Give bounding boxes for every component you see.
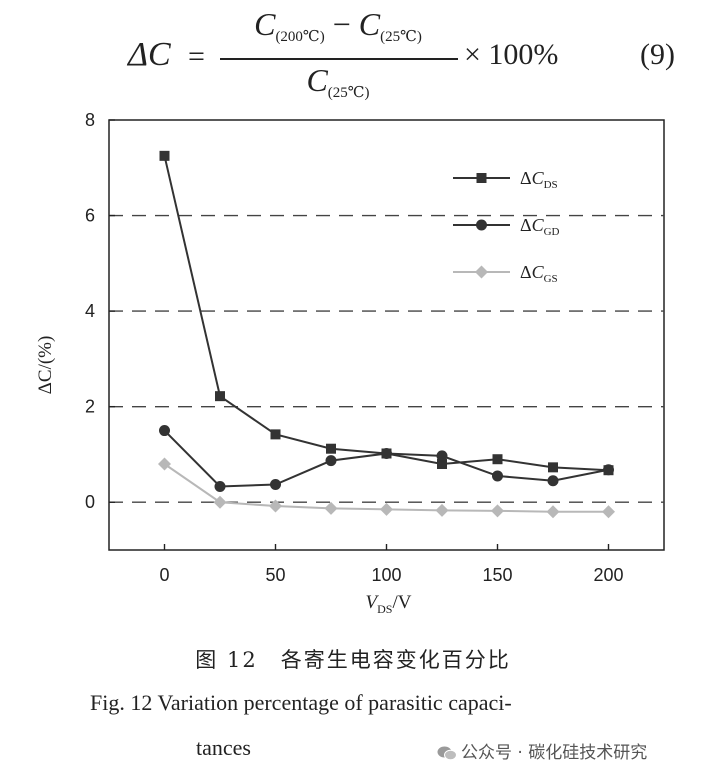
- formula-num-c2: C: [358, 6, 381, 42]
- point-gs-100: [380, 502, 393, 516]
- point-ds-0: [159, 150, 170, 161]
- line-chart: 0 2 4 6 8 0 50 100 150 200 VDS/V ΔC/(%) ΔCDS ΔCGD ΔCGS: [35, 110, 665, 616]
- point-gd-75: [325, 455, 337, 467]
- watermark-text: 公众号 · 碳化硅技术研究: [461, 743, 648, 763]
- point-gd-25: [214, 480, 226, 492]
- formula-denominator: C(25℃): [220, 62, 456, 102]
- y-tick-label-8: 8: [85, 110, 95, 130]
- caption-english-line2: tances: [196, 735, 251, 760]
- legend-label-gd: ΔCGD: [520, 215, 560, 238]
- legend-label-gs: ΔCGS: [520, 262, 558, 285]
- formula-num-c1: C: [254, 6, 276, 42]
- wechat-icon: [437, 746, 457, 761]
- equation-number: (9): [640, 38, 675, 71]
- point-ds-125: [437, 459, 447, 469]
- point-gs-75: [324, 501, 338, 515]
- x-tick-label-50: 50: [265, 565, 285, 585]
- formula-num-sub1: (200℃): [275, 29, 325, 45]
- legend-marker-ds: [476, 173, 487, 183]
- legend-marker-gd: [476, 219, 487, 231]
- point-gs-125: [435, 503, 449, 517]
- x-tick-label-0: 0: [159, 565, 169, 585]
- point-ds-75: [326, 443, 336, 454]
- point-ds-150: [492, 454, 503, 465]
- formula-equals: =: [188, 40, 205, 73]
- point-ds-50: [270, 429, 281, 440]
- y-tick-label-0: 0: [85, 492, 95, 512]
- y-tick-label-2: 2: [85, 397, 95, 417]
- point-gd-175: [547, 475, 559, 487]
- point-gd-125: [436, 450, 448, 462]
- y-tick-label-6: 6: [85, 206, 95, 226]
- formula-minus: −: [332, 6, 351, 42]
- caption-english-line1: Fig. 12 Variation percentage of parasiti…: [90, 690, 512, 715]
- legend-label-ds: ΔCDS: [520, 168, 558, 191]
- plot-frame: [108, 119, 665, 551]
- formula-numerator: C(200℃) − C(25℃): [220, 6, 456, 46]
- point-gd-200: [603, 464, 614, 476]
- formula-times-100: × 100%: [464, 38, 559, 71]
- point-gd-50: [270, 479, 281, 491]
- formula-fraction-bar: [220, 58, 458, 60]
- formula-den-sub: (25℃): [327, 85, 370, 101]
- x-axis-title: VDS/V: [366, 592, 412, 616]
- watermark: 公众号 · 碳化硅技术研究: [437, 738, 647, 763]
- x-tick-label-150: 150: [482, 565, 512, 585]
- point-gd-100: [381, 447, 392, 459]
- point-gs-175: [546, 505, 560, 519]
- point-gs-25: [213, 495, 227, 509]
- formula: ΔC = C(200℃) − C(25℃) C(25℃) × 100% (9): [0, 0, 706, 110]
- legend-marker-gs: [475, 265, 488, 279]
- formula-delta-c: ΔC: [128, 36, 171, 73]
- x-tick-label-200: 200: [593, 565, 623, 585]
- point-gs-0: [158, 457, 171, 471]
- caption-chinese: 图 12 各寄生电容变化百分比: [195, 648, 511, 672]
- x-tick-label-100: 100: [371, 565, 401, 585]
- y-tick-label-4: 4: [85, 301, 95, 321]
- point-ds-25: [215, 391, 225, 402]
- series-line-ds: [163, 155, 609, 472]
- point-gs-50: [269, 499, 282, 513]
- point-gd-150: [492, 470, 503, 482]
- point-ds-175: [548, 462, 558, 473]
- point-gd-0: [159, 425, 170, 437]
- formula-num-sub2: (25℃): [380, 29, 422, 45]
- point-gs-150: [491, 504, 504, 518]
- formula-den-c: C: [306, 62, 328, 98]
- point-gs-200: [602, 505, 615, 519]
- y-axis-title: ΔC/(%): [35, 336, 56, 395]
